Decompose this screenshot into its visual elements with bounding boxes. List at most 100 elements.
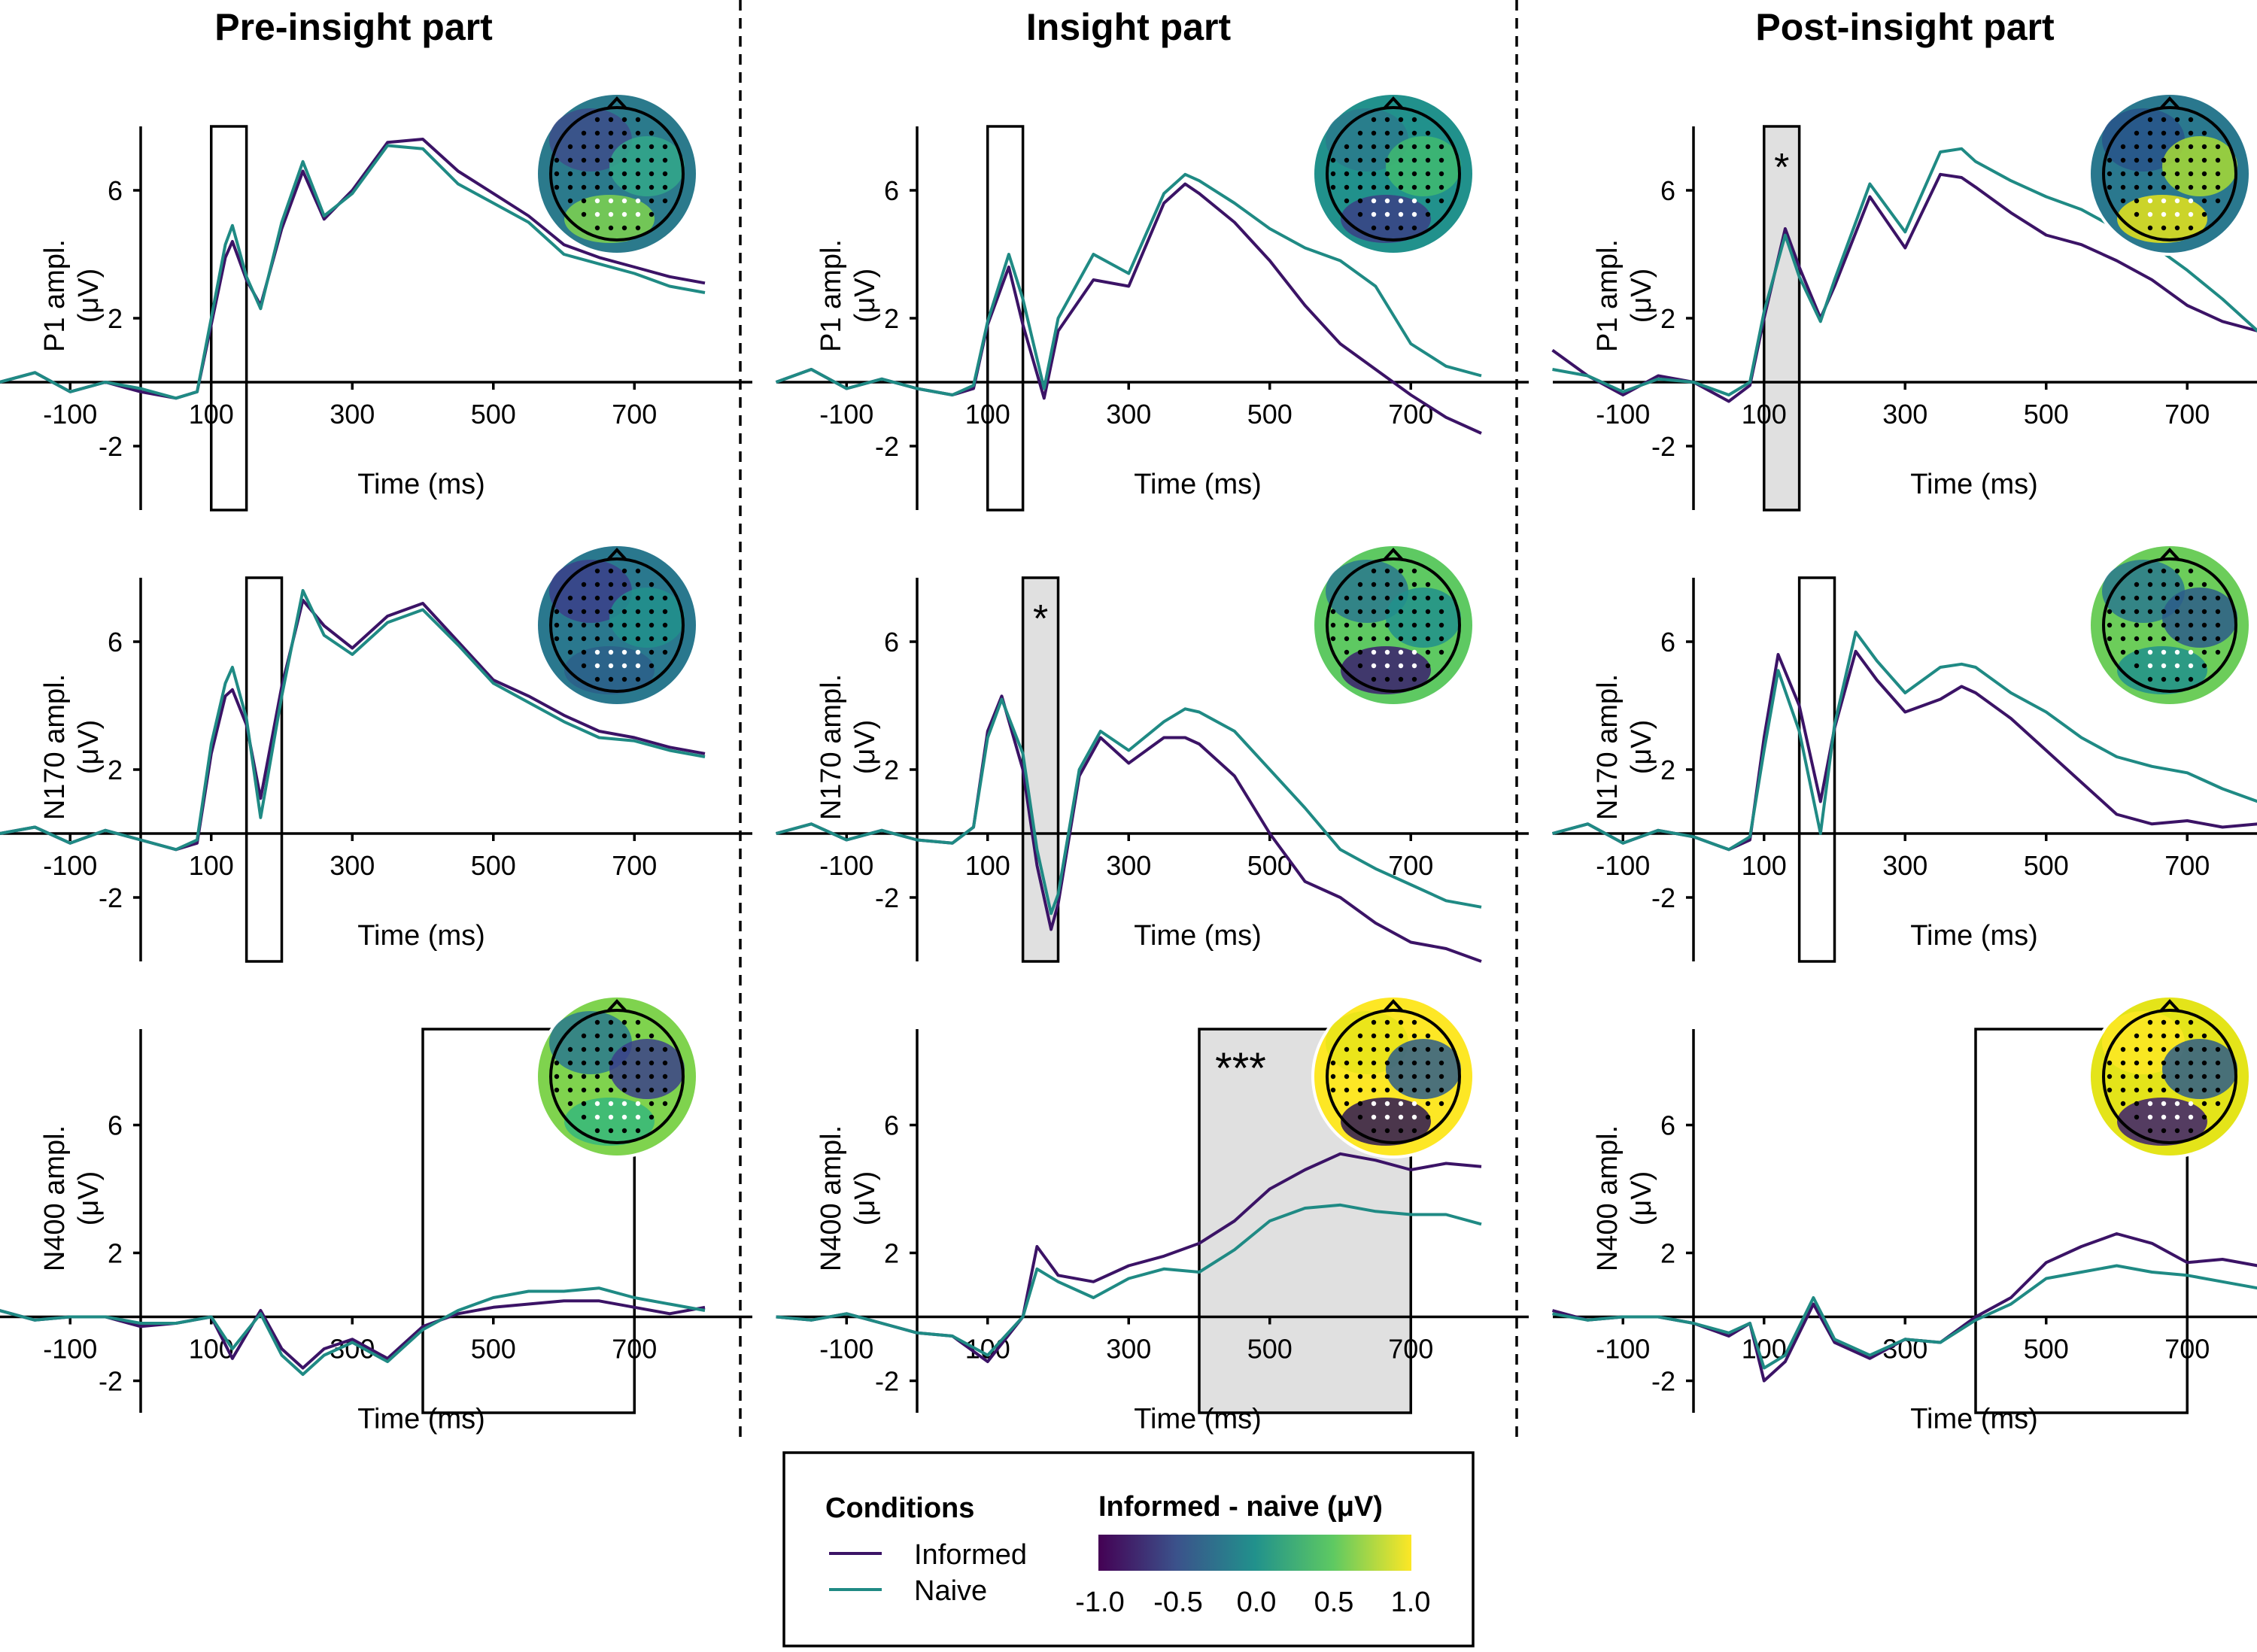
electrode-dot [1399, 144, 1403, 149]
electrode-dot [649, 636, 654, 641]
electrode-dot [609, 226, 613, 230]
electrode-dot [1344, 1074, 1349, 1079]
electrode-dot [595, 185, 600, 190]
electrode-dot [2148, 1020, 2152, 1025]
electrode-dot [2148, 677, 2152, 682]
y-tick-label: -2 [875, 1366, 899, 1397]
electrode-dot [2121, 158, 2125, 162]
electrode-dot [582, 158, 586, 162]
topography-blob [609, 588, 685, 648]
electrode-dot [609, 677, 613, 682]
electrode-dot [2175, 664, 2180, 668]
electrode-dot [568, 144, 573, 149]
electrode-dot [2161, 569, 2166, 573]
x-axis-title: Time (ms) [1910, 1404, 2038, 1435]
electrode-dot [1331, 623, 1335, 627]
electrode-dot [649, 1061, 654, 1065]
electrode-dot [1439, 1047, 1444, 1052]
electrode-dot [2202, 623, 2207, 627]
electrode-dot [636, 1034, 640, 1038]
electrode-dot [1358, 212, 1362, 217]
electrode-dot [1426, 212, 1430, 217]
electrode-dot [663, 172, 667, 176]
y-tick-label: 6 [884, 627, 899, 657]
electrode-dot [2189, 144, 2193, 149]
electrode-dot [2202, 636, 2207, 641]
x-axis-title: Time (ms) [1134, 469, 1262, 500]
x-axis-title: Time (ms) [1134, 1404, 1262, 1435]
electrode-dot [663, 650, 667, 654]
electrode-dot [609, 1074, 613, 1079]
electrode-dot [663, 144, 667, 149]
electrode-dot [636, 569, 640, 573]
electrode-dot [2202, 1088, 2207, 1092]
electrode-dot [1412, 664, 1417, 668]
colorbar-tick: -0.5 [1153, 1587, 1202, 1618]
series-line-informed [776, 696, 1482, 961]
x-tick-label: -100 [1596, 399, 1650, 430]
x-tick-label: 700 [612, 850, 657, 881]
electrode-dot [609, 650, 613, 654]
electrode-dot [649, 623, 654, 627]
electrode-dot [1385, 609, 1390, 614]
electrode-dot [568, 158, 573, 162]
y-axis-title: N170 ampl. [1592, 674, 1624, 820]
electrode-dot [2175, 158, 2180, 162]
electrode-dot [2175, 623, 2180, 627]
electrode-dot [1358, 199, 1362, 203]
electrode-dot [1439, 609, 1444, 614]
electrode-dot [1372, 650, 1376, 654]
electrode-dot [1372, 1088, 1376, 1092]
electrode-dot [2161, 1034, 2166, 1038]
electrode-dot [609, 623, 613, 627]
electrode-dot [636, 1128, 640, 1133]
electrode-dot [2175, 636, 2180, 641]
electrode-dot [2202, 144, 2207, 149]
x-tick-label: 700 [1388, 1334, 1433, 1365]
electrode-dot [2121, 199, 2125, 203]
electrode-dot [2148, 226, 2152, 230]
electrode-dot [1331, 158, 1335, 162]
electrode-dot [622, 650, 627, 654]
electrode-dot [2107, 185, 2112, 190]
electrode-dot [1412, 569, 1417, 573]
electrode-dot [2161, 636, 2166, 641]
x-tick-label: 300 [1106, 399, 1151, 430]
electrode-dot [2107, 158, 2112, 162]
electrode-dot [649, 185, 654, 190]
electrode-dot [1439, 1101, 1444, 1106]
x-tick-label: 700 [2164, 850, 2210, 881]
electrode-dot [636, 1061, 640, 1065]
electrode-dot [2148, 596, 2152, 600]
x-tick-label: -100 [43, 1334, 97, 1365]
electrode-dot [1426, 158, 1430, 162]
electrode-dot [1385, 1088, 1390, 1092]
electrode-dot [568, 650, 573, 654]
electrode-dot [1399, 212, 1403, 217]
electrode-dot [1426, 1088, 1430, 1092]
electrode-dot [1372, 117, 1376, 122]
y-axis-title: N400 ampl. [816, 1125, 847, 1271]
electrode-dot [1385, 226, 1390, 230]
topography-map [535, 543, 699, 707]
electrode-dot [1412, 117, 1417, 122]
electrode-dot [609, 569, 613, 573]
electrode-dot [1399, 1047, 1403, 1052]
electrode-dot [609, 1034, 613, 1038]
electrode-dot [1426, 650, 1430, 654]
electrode-dot [1372, 144, 1376, 149]
electrode-dot [609, 144, 613, 149]
electrode-dot [2134, 623, 2139, 627]
topography-blob [609, 1039, 685, 1099]
electrode-dot [1372, 582, 1376, 587]
electrode-dot [2216, 636, 2220, 641]
electrode-dot [1412, 596, 1417, 600]
colorbar [1098, 1535, 1411, 1571]
electrode-dot [2202, 1115, 2207, 1119]
electrode-dot [1344, 172, 1349, 176]
topography-blob [609, 136, 685, 196]
electrode-dot [2121, 596, 2125, 600]
electrode-dot [2148, 172, 2152, 176]
electrode-dot [1426, 1034, 1430, 1038]
